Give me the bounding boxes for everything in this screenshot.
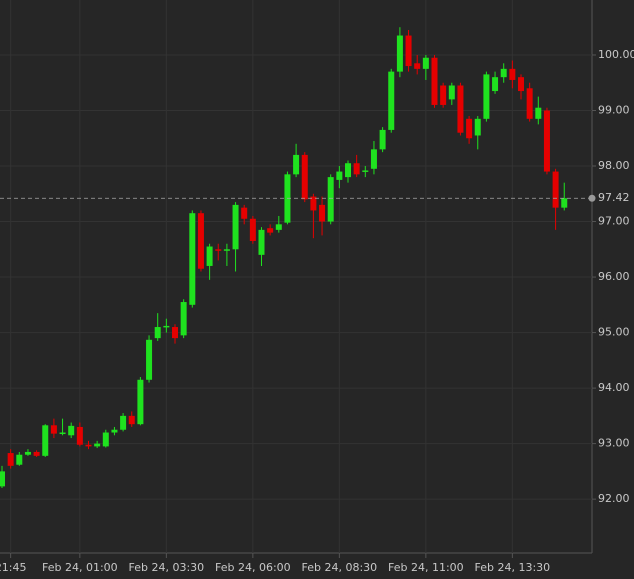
candle-body: [85, 444, 92, 447]
candle-body: [223, 249, 230, 251]
candle-body: [33, 451, 40, 456]
candle-body: [172, 327, 178, 339]
candle-body: [76, 426, 83, 445]
candle-body: [249, 218, 256, 241]
y-tick-label: 100.00: [598, 48, 634, 61]
y-tick-label: 95.00: [598, 326, 630, 339]
candle-body: [301, 154, 308, 200]
candle-body: [319, 204, 326, 222]
candle-body: [102, 432, 109, 447]
candle-body: [215, 249, 222, 251]
candle-body: [509, 68, 516, 80]
candle-body: [543, 110, 550, 172]
candle-body: [474, 118, 481, 136]
candle-body: [526, 88, 533, 119]
candle-body: [362, 170, 369, 172]
candle-body: [120, 415, 127, 430]
candle-body: [336, 171, 343, 180]
candle-body: [241, 207, 248, 219]
y-tick-label: 98.00: [598, 159, 630, 172]
y-tick-label: 99.00: [598, 103, 630, 116]
last-price-dot: [588, 194, 596, 202]
candle-body: [68, 425, 75, 436]
candle-body: [353, 163, 360, 175]
candle-body: [379, 129, 386, 150]
x-tick-label: Feb 24, 06:00: [215, 561, 291, 574]
candle-body: [431, 57, 438, 105]
candle-body: [466, 118, 473, 139]
x-tick-label: Feb 24, 11:00: [388, 561, 464, 574]
x-tick-label: Feb 24, 13:30: [475, 561, 551, 574]
candle-body: [137, 379, 144, 425]
candle-body: [94, 443, 101, 447]
candle-body: [483, 74, 490, 119]
candle-body: [535, 107, 542, 119]
candle-body: [275, 224, 282, 230]
candle-body: [457, 85, 464, 133]
candle-body: [59, 432, 66, 435]
candle-body: [440, 85, 447, 105]
candle-body: [111, 429, 118, 433]
y-tick-label: 97.00: [598, 215, 630, 228]
y-tick-label: 93.00: [598, 437, 630, 450]
candle-body: [0, 471, 5, 487]
candle-body: [396, 35, 403, 72]
y-tick-label: 96.00: [598, 270, 630, 283]
candle-body: [267, 228, 274, 233]
candle-body: [370, 149, 377, 169]
x-tick-label: Feb 24, 08:30: [302, 561, 378, 574]
candle-body: [232, 204, 239, 250]
candle-body: [180, 302, 187, 336]
last-price-label: 97.42: [598, 191, 630, 204]
candle-body: [388, 71, 395, 130]
candle-body: [561, 198, 568, 208]
candle-body: [500, 68, 507, 78]
candle-body: [414, 63, 421, 69]
candle-body: [448, 85, 455, 100]
candle-body: [7, 453, 14, 466]
candle-body: [310, 196, 317, 211]
candle-body: [492, 77, 499, 92]
y-tick-label: 92.00: [598, 492, 630, 505]
candle-body: [405, 35, 412, 67]
x-tick-label: Feb 24, 01:00: [42, 561, 118, 574]
candle-body: [518, 77, 524, 92]
candle-body: [128, 415, 135, 425]
candle-body: [293, 154, 300, 175]
candle-body: [189, 213, 196, 305]
candle-body: [197, 213, 204, 269]
candle-body: [50, 425, 57, 434]
candle-body: [422, 57, 429, 69]
candle-body: [154, 327, 161, 339]
candle-body: [206, 246, 213, 266]
candle-body: [345, 163, 351, 178]
y-tick-label: 94.00: [598, 381, 630, 394]
candle-body: [146, 339, 153, 380]
candle-body: [327, 177, 334, 222]
candle-body: [16, 454, 23, 465]
candle-body: [163, 325, 170, 328]
x-tick-label: Feb 24, 03:30: [129, 561, 205, 574]
candle-body: [24, 451, 31, 455]
candle-body: [258, 229, 265, 255]
candle-body: [42, 425, 49, 456]
x-tick-label: 21:45: [0, 561, 27, 574]
candle-body: [552, 171, 559, 208]
